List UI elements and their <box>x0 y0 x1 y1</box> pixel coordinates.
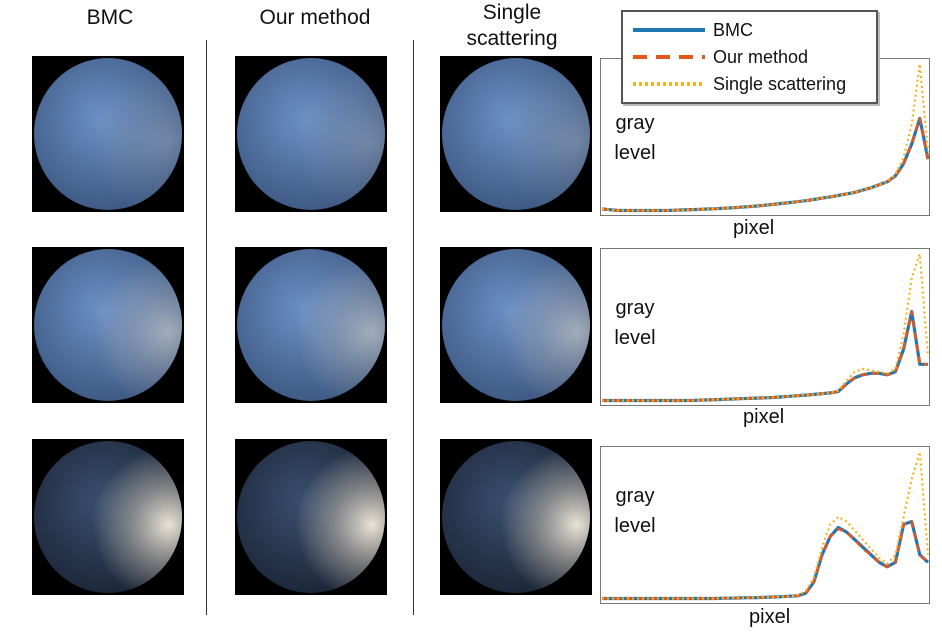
xlabel-plot-1: pixel <box>733 217 775 239</box>
ylabel-line1: gray <box>615 297 655 319</box>
legend-swatch-bmc <box>633 28 705 32</box>
render-bmc-row-2 <box>32 247 184 403</box>
legend-label-our-method: Our method <box>713 47 809 67</box>
ylabel-line2: level <box>614 327 656 349</box>
col-title-our-method: Our method <box>259 6 371 29</box>
gray-level-plot-2 <box>600 248 930 406</box>
column-divider-left <box>206 40 207 615</box>
render-bmc-row-3 <box>32 439 184 595</box>
render-our-method-row-2 <box>235 247 387 403</box>
legend-swatch-our-method <box>633 55 705 59</box>
render-single-scattering-row-1 <box>440 56 592 212</box>
render-single-scattering-row-3 <box>440 439 592 595</box>
plot-1-svg <box>601 62 930 213</box>
legend-entry-bmc: BMC <box>623 17 876 43</box>
col-title-bmc: BMC <box>86 6 134 29</box>
xlabel-plot-2: pixel <box>743 406 785 428</box>
legend-entry-our-method: Our method <box>623 44 876 70</box>
render-our-method-row-1 <box>235 56 387 212</box>
gray-level-plot-3 <box>600 446 930 604</box>
ylabel-plot-3: gray level <box>605 481 665 541</box>
legend-label-single-scattering: Single scattering <box>713 74 847 94</box>
series-line-single-scattering <box>602 252 930 402</box>
col-title-single-line2: scattering <box>466 27 558 50</box>
ylabel-line2: level <box>614 515 656 537</box>
legend: BMC Our method Single scattering <box>621 10 878 104</box>
render-single-scattering-row-2 <box>440 247 592 403</box>
ylabel-plot-1: gray level <box>605 108 665 168</box>
legend-label-bmc: BMC <box>713 20 753 40</box>
series-line-our-method <box>602 310 928 402</box>
ylabel-line2: level <box>614 142 656 164</box>
series-line-our-method <box>602 520 929 600</box>
render-our-method-row-3 <box>235 439 387 595</box>
legend-entry-single-scattering: Single scattering <box>623 71 876 97</box>
column-divider-right <box>413 40 414 615</box>
ylabel-line1: gray <box>615 112 655 134</box>
render-bmc-row-1 <box>32 56 184 212</box>
series-line-our-method <box>601 117 930 212</box>
ylabel-plot-2: gray level <box>605 293 665 353</box>
col-title-single-line1: Single <box>482 1 542 24</box>
col-title-single-scattering: Single scattering <box>432 0 592 52</box>
plot-3-svg <box>602 450 930 601</box>
plot-2-svg <box>602 252 930 403</box>
legend-swatch-single-scattering <box>633 82 705 86</box>
ylabel-line1: gray <box>615 485 655 507</box>
xlabel-plot-3: pixel <box>749 606 791 628</box>
